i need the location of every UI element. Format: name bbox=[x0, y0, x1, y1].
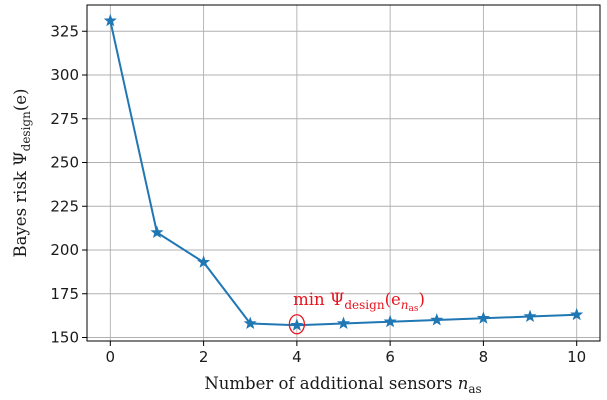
y-tick-label: 225 bbox=[50, 197, 79, 215]
x-tick-label: 6 bbox=[385, 348, 395, 366]
data-point-star-marker bbox=[243, 316, 257, 330]
y-tick-label: 275 bbox=[50, 110, 79, 128]
x-ticks: 0 2 4 6 8 10 bbox=[106, 341, 586, 366]
y-tick-label: 150 bbox=[50, 329, 79, 347]
series-line bbox=[109, 20, 577, 327]
data-point-star-marker bbox=[150, 225, 164, 239]
y-tick-label: 200 bbox=[50, 241, 79, 259]
x-axis-label: Number of additional sensors nas bbox=[204, 374, 481, 396]
data-point-star-marker bbox=[336, 316, 351, 330]
y-tick-label: 250 bbox=[50, 154, 79, 172]
y-tick-label: 175 bbox=[50, 285, 79, 303]
min-annotation-label: min Ψdesign(enas) bbox=[293, 290, 425, 314]
data-point-star-marker bbox=[383, 314, 397, 328]
data-point-star-marker bbox=[103, 13, 117, 27]
x-tick-label: 2 bbox=[199, 348, 209, 366]
y-axis-label: Bayes risk Ψdesign(e) bbox=[11, 89, 33, 258]
x-tick-label: 4 bbox=[292, 348, 302, 366]
data-point-star-marker bbox=[197, 255, 211, 268]
x-tick-label: 8 bbox=[479, 348, 489, 366]
x-tick-label: 10 bbox=[567, 348, 586, 366]
y-tick-label: 300 bbox=[50, 66, 79, 84]
grid bbox=[87, 5, 600, 341]
data-point-star-marker bbox=[570, 307, 584, 321]
y-ticks: 150 175 200 225 250 275 300 325 bbox=[50, 22, 87, 347]
x-tick-label: 0 bbox=[106, 348, 116, 366]
annotation-layer bbox=[288, 314, 306, 335]
plot-frame bbox=[86, 4, 601, 342]
min-point-highlight-circle bbox=[288, 314, 306, 335]
data-point-star-marker bbox=[476, 311, 490, 324]
series-layer bbox=[103, 13, 584, 331]
data-point-star-marker bbox=[430, 313, 444, 326]
data-point-star-marker bbox=[290, 318, 304, 331]
data-point-star-marker bbox=[523, 309, 537, 323]
y-tick-label: 325 bbox=[50, 22, 79, 40]
